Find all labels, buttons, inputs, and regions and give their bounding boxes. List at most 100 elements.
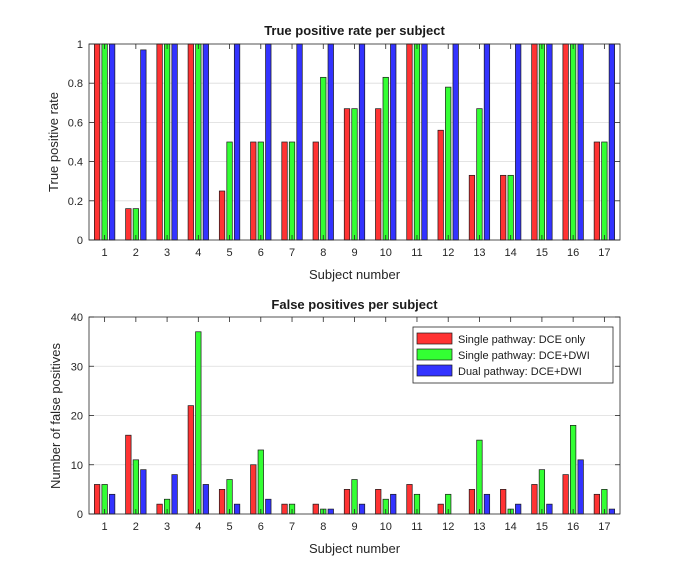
- bar-14-series-3: [515, 43, 522, 241]
- bar-group: [94, 43, 615, 241]
- x-tick-label: 4: [195, 521, 201, 533]
- bar-17-series-2: [601, 141, 608, 241]
- bar-9-series-2: [351, 108, 358, 241]
- bar-17-series-3: [608, 43, 615, 241]
- x-tick-label: 2: [133, 521, 139, 533]
- x-tick-label: 17: [598, 247, 610, 259]
- bar-6-series-3: [265, 498, 272, 515]
- y-tick-label: 40: [71, 312, 83, 324]
- bar-8-series-2: [320, 76, 327, 241]
- bar-16-series-2: [570, 43, 577, 241]
- bar-4-series-2: [195, 43, 202, 241]
- bar-4-series-2: [195, 331, 202, 515]
- bar-4-series-1: [187, 405, 194, 515]
- x-tick-label: 15: [536, 521, 548, 533]
- x-tick-label: 10: [380, 521, 392, 533]
- bar-15-series-3: [546, 43, 553, 241]
- bar-5-series-1: [218, 190, 226, 241]
- bar-11-series-1: [406, 484, 413, 515]
- legend-swatch: [416, 364, 453, 377]
- y-tick-label: 0: [77, 509, 83, 521]
- bar-6-series-1: [250, 464, 257, 515]
- bar-10-series-3: [390, 493, 397, 515]
- bar-10-series-1: [375, 108, 382, 241]
- bar-2-series-1: [125, 208, 132, 241]
- bar-3-series-2: [163, 43, 171, 241]
- chart-title: False positives per subject: [271, 297, 438, 312]
- legend-swatch: [416, 348, 453, 361]
- x-tick-label: 11: [411, 521, 422, 533]
- x-tick-label: 9: [351, 247, 357, 259]
- bar-6-series-2: [257, 449, 264, 515]
- x-tick-label: 12: [442, 521, 454, 533]
- bar-2-series-3: [140, 469, 147, 515]
- bar-8-series-1: [312, 141, 319, 241]
- bar-13-series-2: [476, 439, 483, 515]
- bar-5-series-3: [233, 43, 241, 241]
- y-tick-label: 30: [71, 361, 83, 373]
- y-tick-label: 1: [77, 39, 83, 51]
- x-tick-label: 13: [473, 247, 485, 259]
- bar-13-series-2: [476, 108, 483, 241]
- x-tick-label: 11: [411, 247, 422, 259]
- bar-1-series-2: [101, 43, 108, 241]
- x-tick-label: 5: [226, 247, 232, 259]
- bar-13-series-3: [483, 493, 491, 515]
- bar-14-series-1: [500, 174, 507, 241]
- x-tick-label: 14: [505, 521, 517, 533]
- bar-2-series-1: [125, 434, 132, 515]
- bar-6-series-1: [250, 141, 257, 241]
- bar-10-series-3: [390, 43, 397, 241]
- bar-12-series-3: [452, 43, 459, 241]
- bar-13-series-1: [468, 489, 476, 515]
- bar-15-series-2: [538, 469, 546, 515]
- bar-16-series-1: [562, 474, 569, 515]
- bar-14-series-1: [500, 489, 507, 515]
- bar-15-series-1: [531, 484, 538, 515]
- bar-2-series-3: [140, 49, 147, 241]
- legend-swatch: [416, 332, 453, 345]
- bar-4-series-1: [187, 43, 194, 241]
- y-tick-label: 0: [77, 235, 83, 247]
- bar-14-series-2: [507, 174, 514, 241]
- bar-3-series-3: [171, 474, 178, 515]
- x-tick-label: 6: [258, 521, 264, 533]
- x-tick-label: 10: [380, 247, 392, 259]
- x-tick-label: 9: [351, 521, 357, 533]
- bar-16-series-1: [562, 43, 569, 241]
- chart-true-positive-rate: True positive rate per subject 0 0.2 0.4 0.…: [46, 23, 621, 282]
- bar-5-series-3: [233, 503, 241, 515]
- x-tick-label: 4: [195, 247, 201, 259]
- x-tick-label: 14: [505, 247, 517, 259]
- bar-11-series-1: [406, 43, 413, 241]
- bar-5-series-2: [226, 141, 233, 241]
- bar-10-series-2: [382, 76, 389, 241]
- bar-1-series-3: [109, 43, 116, 241]
- y-axis-label: Number of false positives: [48, 343, 63, 489]
- bar-14-series-3: [515, 503, 522, 515]
- bar-7-series-1: [281, 141, 288, 241]
- bar-9-series-3: [358, 43, 366, 241]
- x-tick-label: 16: [567, 247, 579, 259]
- bar-12-series-1: [437, 129, 444, 241]
- x-tick-label: 7: [289, 521, 295, 533]
- bar-4-series-3: [202, 484, 209, 515]
- chart-title: True positive rate per subject: [264, 23, 445, 38]
- x-tick-label: 16: [567, 521, 579, 533]
- y-tick-label: 0.6: [68, 117, 83, 129]
- x-tick-label: 17: [598, 521, 610, 533]
- bar-7-series-2: [288, 141, 296, 241]
- bar-3-series-1: [156, 503, 163, 515]
- bar-6-series-2: [257, 141, 264, 241]
- bar-9-series-3: [358, 503, 366, 515]
- x-tick-label: 8: [320, 247, 326, 259]
- bar-12-series-1: [437, 503, 444, 515]
- x-tick-label: 1: [102, 521, 108, 533]
- bar-12-series-2: [445, 86, 452, 241]
- x-tick-label: 12: [442, 247, 454, 259]
- ticks: 00.20.40.60.811 2 3 4 5 6 7 8 9 10 11 12 13 14 15 16 17: [68, 39, 620, 259]
- bar-15-series-1: [531, 43, 538, 241]
- bar-9-series-2: [351, 479, 358, 515]
